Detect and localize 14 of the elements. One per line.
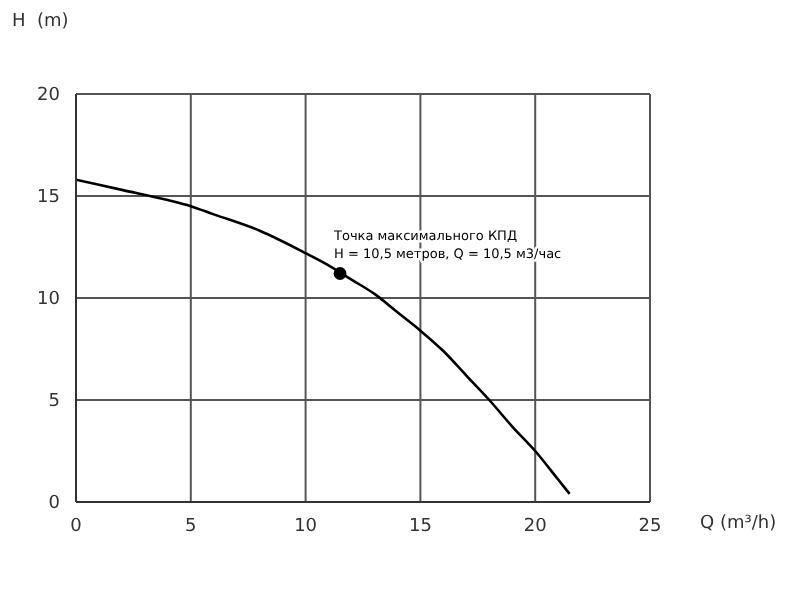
x-tick-label: 25 [638,516,662,537]
y-tick-label: 0 [48,494,61,515]
y-tick-label: 5 [48,392,60,413]
x-tick-label: 20 [523,516,548,537]
y-tick-label: 20 [37,86,61,107]
x-tick-label: 0 [70,516,83,537]
x-tick-label: 10 [294,516,318,537]
y-tick-label: 10 [37,290,61,311]
x-axis-title: Q (m³/h) [700,514,777,534]
y-axis-title: H (m) [12,12,69,32]
y-tick-label: 15 [37,188,60,209]
x-tick-label: 15 [408,516,432,537]
x-tick-label: 5 [185,516,197,537]
line-series [76,178,571,496]
